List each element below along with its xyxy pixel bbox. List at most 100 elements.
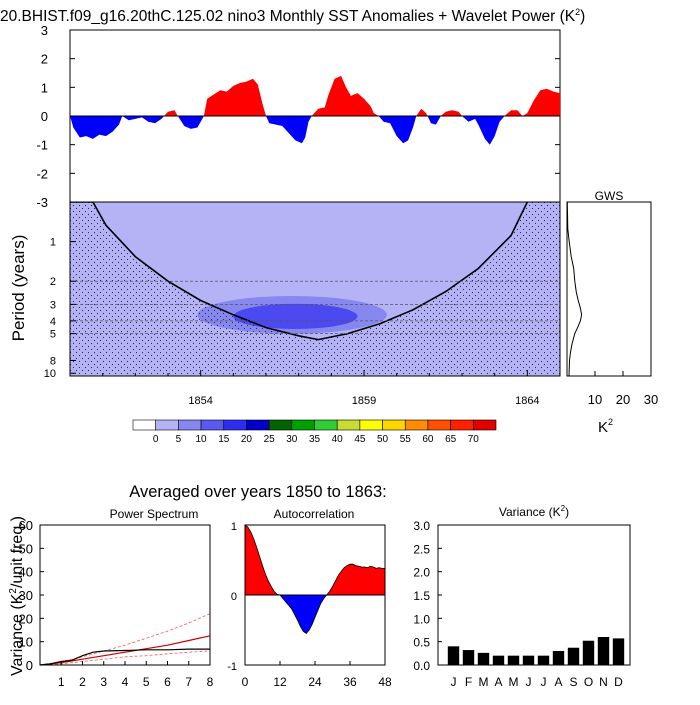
variance-bar <box>447 646 460 665</box>
gws-xtick-label: 30 <box>644 392 658 407</box>
colorbar-label: 0 <box>153 434 159 445</box>
colorbar-label: 15 <box>218 434 230 445</box>
wavelet-power-frame <box>69 201 561 377</box>
colorbar-swatch <box>314 419 338 431</box>
sst-ytick-label: 0 <box>41 109 48 124</box>
colorbar-label: 20 <box>241 434 253 445</box>
figure-title-end: ) <box>580 8 585 25</box>
figure-title: 20.BHIST.f09_g16.20thC.125.02 nino3 Mont… <box>0 7 585 25</box>
colorbar-label: 40 <box>332 434 344 445</box>
ps-xtick-label: 8 <box>207 675 214 689</box>
ps-ytick-label: 20 <box>19 611 33 626</box>
var-ytick-label: 2.0 <box>413 566 430 580</box>
power-spectrum-layer: 1 2 3 4 5 6 7 8 0 10 20 30 40 50 60 <box>19 518 214 689</box>
colorbar-label: 10 <box>196 434 208 445</box>
wavelet-contour-10-15 <box>233 303 358 329</box>
power-spectrum-red-noise <box>39 635 211 666</box>
ac-ytick-label: -1 <box>227 661 237 673</box>
variance-bar <box>462 650 475 665</box>
variance-bar <box>537 655 550 665</box>
colorbar: 0 5 10 15 20 25 30 35 40 45 50 55 60 65 70 <box>132 419 497 445</box>
ps-ytick-label: 30 <box>19 588 33 603</box>
gws-xtick-label: 20 <box>616 392 630 407</box>
var-ytick-label: 2.5 <box>413 542 430 556</box>
ps-ylabel-end: /unit freq.) <box>9 516 26 588</box>
variance-category-label: D <box>614 675 623 689</box>
variance-bar <box>492 655 505 665</box>
wavelet-power-axis: 1 2 3 45 810 1854 1859 1864 <box>44 237 540 407</box>
autocorrelation-positive-area <box>245 525 385 595</box>
variance-layer: J F M A M J J A S O N D0.00.51.01.52.02.53.0 <box>413 519 625 689</box>
sst-ytick-label: -1 <box>36 138 48 153</box>
var-ytick-label: 0.5 <box>413 636 430 650</box>
wavelet-ylabel: Period (years) <box>9 235 28 342</box>
colorbar-swatch <box>291 419 315 431</box>
wavelet-ytick-label: 2 <box>50 276 56 288</box>
variance-bar <box>522 655 535 665</box>
variance-title-end: ) <box>565 505 569 519</box>
colorbar-swatch <box>178 419 202 431</box>
colorbar-swatch <box>473 419 497 431</box>
ps-xtick-label: 5 <box>143 675 150 689</box>
ps-xtick-label: 4 <box>122 675 129 689</box>
variance-category-label: A <box>554 675 562 689</box>
autocorrelation-layer: 0 12 24 36 48 1 0 -1 <box>227 521 392 689</box>
colorbar-label: 35 <box>309 434 321 445</box>
variance-title: Variance (K2) <box>499 504 569 519</box>
figure-title-main: 20.BHIST.f09_g16.20thC.125.02 nino3 Mont… <box>0 8 576 25</box>
figure-title-sup: 2 <box>575 7 580 17</box>
wavelet-ytick-label: 5 <box>50 329 56 341</box>
wavelet-xtick-label: 1864 <box>515 395 539 407</box>
colorbar-swatch <box>427 419 451 431</box>
colorbar-swatch <box>382 419 406 431</box>
wavelet-xtick-label: 1859 <box>352 395 376 407</box>
autocorrelation-negative-area <box>245 595 385 634</box>
power-spectrum-spectrum <box>39 648 210 666</box>
gws-xlabel-main: K <box>598 419 608 436</box>
gws-layer: 10 20 30 <box>566 201 658 407</box>
ac-xtick-label: 12 <box>273 675 287 689</box>
gws-xlabel: K2 <box>598 417 613 436</box>
power-spectrum-lower-confidence <box>39 650 211 666</box>
sst-ytick-label: -2 <box>36 166 48 181</box>
variance-category-label: M <box>509 675 519 689</box>
ps-xtick-label: 6 <box>164 675 171 689</box>
wavelet-xtick-label: 1854 <box>188 395 212 407</box>
colorbar-swatch <box>268 419 293 431</box>
wavelet-power-layer <box>70 202 560 376</box>
variance-bar <box>507 655 520 665</box>
coi-stipple <box>70 202 560 376</box>
variance-category-label: J <box>526 675 532 689</box>
colorbar-label: 25 <box>264 434 276 445</box>
ac-ytick-label: 0 <box>231 591 237 603</box>
ac-xtick-label: 48 <box>378 675 392 689</box>
variance-bar <box>567 647 580 665</box>
sst-ytick-label: 1 <box>41 80 48 95</box>
ac-xtick-label: 0 <box>242 675 249 689</box>
ps-ytick-label: 10 <box>19 635 33 650</box>
autocorrelation-line <box>244 524 385 635</box>
variance-bar <box>597 637 610 665</box>
ps-xtick-label: 3 <box>100 675 107 689</box>
ps-xtick-label: 1 <box>58 675 65 689</box>
colorbar-label: 30 <box>286 434 298 445</box>
cone-of-influence <box>70 202 529 341</box>
colorbar-label: 60 <box>422 434 434 445</box>
sst-negative-area <box>70 116 560 145</box>
wavelet-ytick-label: 4 <box>50 316 56 328</box>
variance-category-label: J <box>541 675 547 689</box>
colorbar-label: 70 <box>468 434 480 445</box>
wavelet-ytick-label: 1 <box>50 237 56 249</box>
sst-ytick-label: -3 <box>36 195 48 210</box>
ps-ytick-label: 40 <box>19 565 33 580</box>
gws-xtick-label: 10 <box>588 392 602 407</box>
variance-category-label: M <box>479 675 489 689</box>
ps-ytick-label: 60 <box>19 518 33 533</box>
autocorrelation-title: Autocorrelation <box>274 507 355 521</box>
colorbar-label: 5 <box>176 434 182 445</box>
variance-bar <box>552 651 565 665</box>
gws-xlabel-sup: 2 <box>608 417 613 427</box>
ps-ytick-label: 50 <box>19 541 33 556</box>
ps-ylabel-sup: 2 <box>8 588 19 594</box>
